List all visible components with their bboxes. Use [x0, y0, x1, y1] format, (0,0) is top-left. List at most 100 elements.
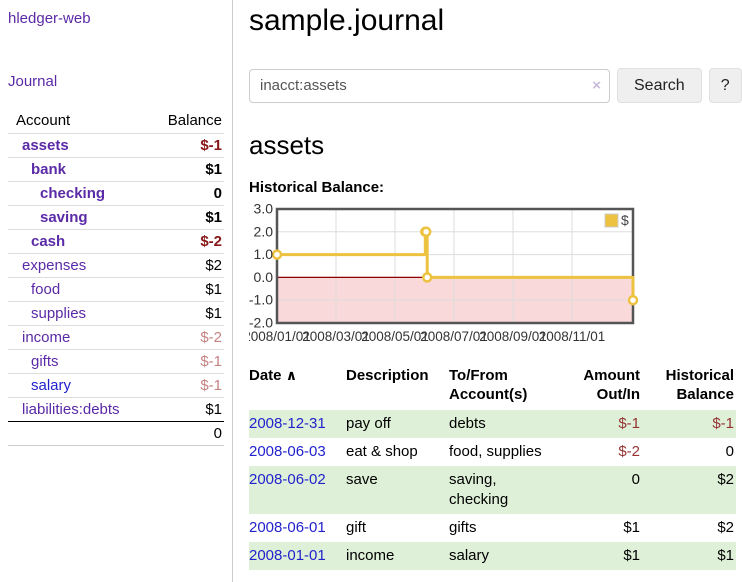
register-accounts: saving, checking	[449, 471, 509, 508]
account-title: assets	[249, 130, 325, 160]
register-date-link[interactable]: 2008-06-03	[249, 443, 326, 460]
account-row: saving $1	[8, 205, 224, 230]
account-balance: $1	[145, 157, 224, 182]
account-row: cash $-2	[8, 229, 224, 254]
account-row: food $1	[8, 277, 224, 302]
account-balance: $-1	[145, 349, 224, 374]
series-marker	[627, 294, 639, 306]
register-description: income	[346, 547, 395, 564]
account-link-checking[interactable]: checking	[40, 185, 106, 202]
register-amount: $-1	[618, 415, 640, 432]
register-date-link[interactable]: 2008-12-31	[249, 415, 326, 432]
chart-y-ticks: 3.0 2.0 1.0 0.0 -1.0 -2.0	[249, 201, 273, 331]
sidebar-item-journal[interactable]: Journal	[8, 73, 58, 90]
account-link-liabilities-debts[interactable]: liabilities:debts	[22, 401, 120, 418]
account-row: checking 0	[8, 181, 224, 206]
accounts-total-value: 0	[145, 421, 224, 446]
account-link-saving[interactable]: saving	[40, 209, 88, 226]
sidebar: hledger-web Journal Account Balance asse…	[0, 0, 233, 582]
account-row: income $-2	[8, 325, 224, 350]
search-button[interactable]: Search	[617, 68, 702, 103]
accounts-header-row: Account Balance	[8, 109, 224, 134]
register-accounts: salary	[449, 547, 490, 564]
svg-text:2008/11/01: 2008/11/01	[539, 329, 606, 344]
account-link-salary[interactable]: salary	[31, 377, 72, 394]
register-amount: $1	[623, 519, 640, 536]
account-balance: $1	[145, 301, 224, 326]
series-marker	[421, 272, 433, 283]
account-link-income[interactable]: income	[22, 329, 71, 346]
svg-text:2008/01/01: 2008/01/01	[249, 329, 311, 344]
search-input[interactable]	[249, 68, 610, 103]
account-link-gifts[interactable]: gifts	[31, 353, 59, 370]
register-balance: $-1	[712, 415, 734, 432]
chart-border	[275, 207, 635, 325]
help-button[interactable]: ?	[708, 68, 742, 103]
register-row: 2008-01-01 income salary $1 $1	[249, 542, 736, 570]
main-content: sample.journal × Search ? assets Histori…	[233, 0, 742, 570]
brand-link[interactable]: hledger-web	[8, 10, 91, 27]
register-balance: $2	[717, 471, 734, 488]
chart-series	[271, 226, 639, 306]
register-date-link[interactable]: 2008-06-01	[249, 519, 326, 536]
clear-search-icon[interactable]: ×	[592, 76, 601, 94]
svg-text:2008/07/01: 2008/07/01	[420, 329, 488, 344]
register-amount: $1	[623, 547, 640, 564]
register-accounts: gifts	[449, 519, 477, 536]
account-link-cash[interactable]: cash	[31, 233, 66, 250]
svg-text:3.0: 3.0	[254, 201, 274, 217]
svg-text:-2.0: -2.0	[249, 315, 273, 331]
legend-swatch	[604, 213, 619, 228]
register-date-link[interactable]: 2008-01-01	[249, 547, 326, 564]
search-box: ×	[249, 68, 610, 103]
register-row: 2008-06-03 eat & shop food, supplies $-2 0	[249, 438, 736, 466]
account-balance: $-2	[145, 229, 224, 254]
account-balance: $-2	[145, 325, 224, 350]
svg-text:0.0: 0.0	[254, 269, 274, 285]
accounts-total-row: 0	[8, 421, 224, 446]
register-description: gift	[346, 519, 367, 536]
register-amount: $-2	[618, 443, 640, 460]
account-link-expenses[interactable]: expenses	[22, 257, 87, 274]
account-row: liabilities:debts $1	[8, 397, 224, 422]
accounts-header-account: Account	[16, 112, 71, 129]
account-row: expenses $2	[8, 253, 224, 278]
register-header-row: Date ∧ Description To/From Account(s) Am…	[249, 361, 736, 410]
register-header-balance: Historical Balance	[665, 367, 734, 403]
register-balance: $1	[717, 547, 734, 564]
account-link-food[interactable]: food	[31, 281, 61, 298]
register-description: pay off	[346, 415, 391, 432]
account-link-assets[interactable]: assets	[22, 137, 69, 154]
page-title: sample.journal	[249, 4, 445, 37]
register-balance: 0	[725, 443, 734, 460]
series-marker	[271, 249, 283, 260]
chart-vertical-gridlines	[335, 209, 573, 323]
svg-text:2008/05/01: 2008/05/01	[361, 329, 429, 344]
register-header-date[interactable]: Date ∧	[249, 367, 298, 384]
register-date-link[interactable]: 2008-06-02	[249, 471, 326, 488]
account-balance: 0	[145, 181, 224, 206]
account-link-supplies[interactable]: supplies	[31, 305, 87, 322]
register-table: Date ∧ Description To/From Account(s) Am…	[249, 361, 736, 570]
account-link-bank[interactable]: bank	[31, 161, 67, 178]
account-balance: $2	[145, 253, 224, 278]
svg-text:2.0: 2.0	[254, 223, 274, 239]
account-row: assets $-1	[8, 133, 224, 158]
account-row: salary $-1	[8, 373, 224, 398]
chart-legend: $	[604, 212, 629, 228]
register-row: 2008-12-31 pay off debts $-1 $-1	[249, 410, 736, 438]
register-row: 2008-06-02 save saving, checking 0 $2	[249, 466, 736, 514]
register-accounts: food, supplies	[449, 443, 542, 460]
account-row: gifts $-1	[8, 349, 224, 374]
register-header-amount: Amount Out/In	[583, 367, 640, 403]
register-description: eat & shop	[346, 443, 418, 460]
register-row: 2008-06-01 gift gifts $1 $2	[249, 514, 736, 542]
register-header-description: Description	[346, 367, 429, 384]
account-row: bank $1	[8, 157, 224, 182]
account-balance: $1	[145, 277, 224, 302]
register-balance: $2	[717, 519, 734, 536]
account-balance: $1	[145, 397, 224, 422]
register-accounts: debts	[449, 415, 486, 432]
account-row: supplies $1	[8, 301, 224, 326]
